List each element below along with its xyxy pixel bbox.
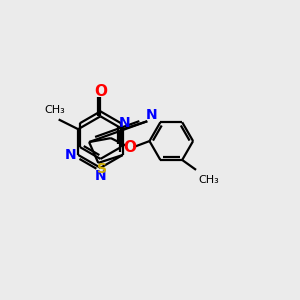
Text: O: O: [123, 140, 136, 154]
Text: S: S: [97, 162, 107, 176]
Text: N: N: [64, 148, 76, 162]
Text: N: N: [95, 169, 106, 183]
Text: CH₃: CH₃: [44, 106, 65, 116]
Text: N: N: [119, 116, 130, 130]
Text: O: O: [94, 84, 107, 99]
Text: N: N: [146, 108, 157, 122]
Text: CH₃: CH₃: [198, 175, 219, 185]
